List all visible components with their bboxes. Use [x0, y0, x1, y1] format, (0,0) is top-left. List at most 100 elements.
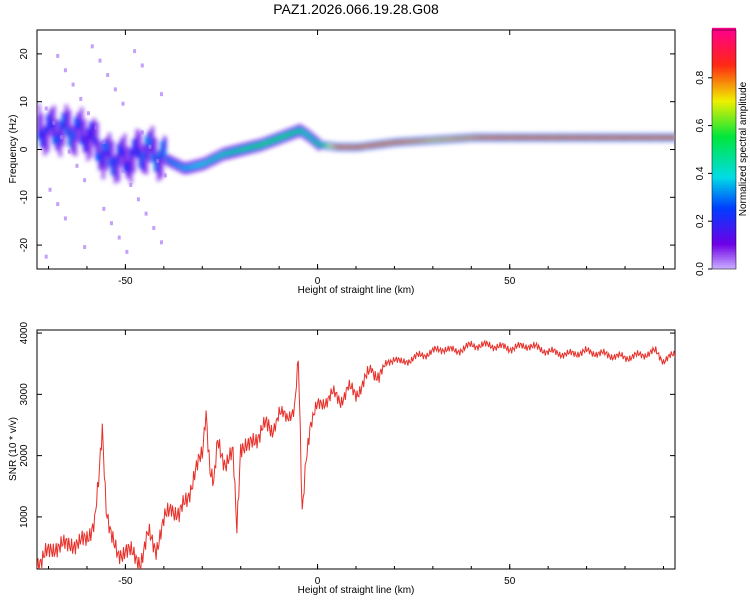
- ridge-cell: [67, 127, 72, 145]
- x-tick-label: 50: [504, 576, 516, 587]
- ridge-cell: [593, 136, 597, 139]
- y-tick-label: 10: [19, 96, 30, 108]
- noise-cell: [102, 206, 106, 211]
- noise-cell: [67, 149, 71, 154]
- colorbar-step: [712, 73, 736, 77]
- colorbar-step: [712, 184, 736, 187]
- ridge-cell: [636, 136, 641, 139]
- ridge-cell: [110, 166, 115, 176]
- ridge-cell: [461, 137, 465, 140]
- ridge-cell: [141, 154, 145, 172]
- ridge-cell: [344, 145, 348, 149]
- ridge-cell: [132, 144, 136, 174]
- ridge-cell: [562, 136, 567, 139]
- colorbar-step: [712, 76, 736, 79]
- ridge-cell: [384, 142, 388, 145]
- noise-cell: [63, 216, 67, 221]
- colorbar-step: [712, 134, 736, 137]
- colorbar-step: [712, 53, 736, 57]
- colorbar-step: [712, 164, 736, 167]
- ridge-cell: [615, 136, 619, 139]
- ridge-cell: [163, 138, 167, 156]
- noise-cell: [117, 235, 121, 240]
- colorbar-step: [712, 35, 736, 39]
- noise-cell: [86, 111, 90, 116]
- ridge-cell: [390, 141, 395, 144]
- colorbar-step: [712, 69, 736, 73]
- colorbar-step: [712, 122, 736, 125]
- colorbar-step: [712, 204, 736, 207]
- ridge-cell: [92, 134, 96, 144]
- ridge-cell: [409, 140, 413, 143]
- ridge-cell: [335, 145, 339, 149]
- ridge-cell: [571, 136, 576, 139]
- noise-cell: [56, 202, 60, 207]
- colorbar-step: [712, 190, 736, 193]
- noise-cell: [60, 135, 64, 140]
- ridge-cell: [52, 121, 56, 139]
- colorbar-step: [712, 146, 736, 149]
- ridge-cell: [264, 141, 268, 145]
- colorbar-step: [712, 152, 736, 155]
- ridge-cell: [113, 161, 118, 179]
- noise-cell: [125, 249, 129, 254]
- ridge-cell: [144, 145, 149, 175]
- colorbar-step: [712, 224, 736, 228]
- colorbar-step: [712, 90, 736, 93]
- ridge-cell: [215, 155, 219, 160]
- ridge-cell: [439, 138, 444, 141]
- ridge-cell: [76, 120, 81, 129]
- colorbar-step: [712, 188, 736, 191]
- colorbar-step: [712, 172, 736, 175]
- ridge-cell: [550, 136, 554, 139]
- colorbar-step: [712, 148, 736, 151]
- snr-xlabel: Height of straight line (km): [298, 585, 415, 596]
- colorbar-step: [712, 248, 736, 252]
- ridge-cell: [40, 113, 44, 143]
- colorbar-step: [712, 238, 736, 242]
- colorbar-step: [712, 84, 736, 87]
- ridge-cell: [670, 136, 674, 139]
- ridge-cell: [37, 130, 41, 140]
- noise-cell: [79, 96, 83, 101]
- ridge-cell: [107, 158, 112, 167]
- ridge-cell: [473, 136, 478, 139]
- colorbar-step: [712, 138, 736, 141]
- colorbar-step: [712, 170, 736, 173]
- ridge-cell: [110, 157, 115, 175]
- ridge-cell: [596, 136, 601, 139]
- ridge-cell: [402, 140, 407, 143]
- ridge-cell: [206, 160, 210, 164]
- colorbar-step: [712, 65, 736, 69]
- spectrogram-ylabel: Frequency (Hz): [8, 115, 19, 184]
- ridge-cell: [362, 145, 367, 148]
- noise-cell: [90, 44, 94, 49]
- colorbar-step: [712, 214, 736, 217]
- ridge-cell: [252, 144, 256, 149]
- ridge-cell: [113, 156, 118, 165]
- colorbar-gradient: [712, 27, 736, 270]
- ridge-cell: [135, 149, 139, 158]
- ridge-cell: [46, 114, 50, 123]
- ridge-cell: [369, 144, 373, 147]
- ridge-cell: [58, 120, 62, 129]
- ridge-cell: [55, 134, 59, 144]
- colorbar-step: [712, 128, 736, 131]
- spectrogram-layer: [37, 44, 675, 259]
- ridge-cell: [64, 112, 69, 130]
- ridge-cell: [350, 145, 355, 149]
- noise-cell: [106, 73, 110, 78]
- y-tick-label: 20: [19, 48, 30, 60]
- colorbar-step: [712, 88, 736, 91]
- colorbar-step: [712, 258, 736, 262]
- ridge-cell: [630, 136, 634, 139]
- colorbar-step: [712, 260, 736, 264]
- ridge-cell: [236, 148, 241, 153]
- ridge-cell: [599, 136, 604, 139]
- ridge-cell: [64, 127, 69, 136]
- ridge-cell: [61, 114, 66, 124]
- ridge-cell: [98, 152, 102, 171]
- ridge-cell: [504, 136, 508, 139]
- ridge-cell: [332, 145, 336, 148]
- noise-cell: [56, 53, 60, 58]
